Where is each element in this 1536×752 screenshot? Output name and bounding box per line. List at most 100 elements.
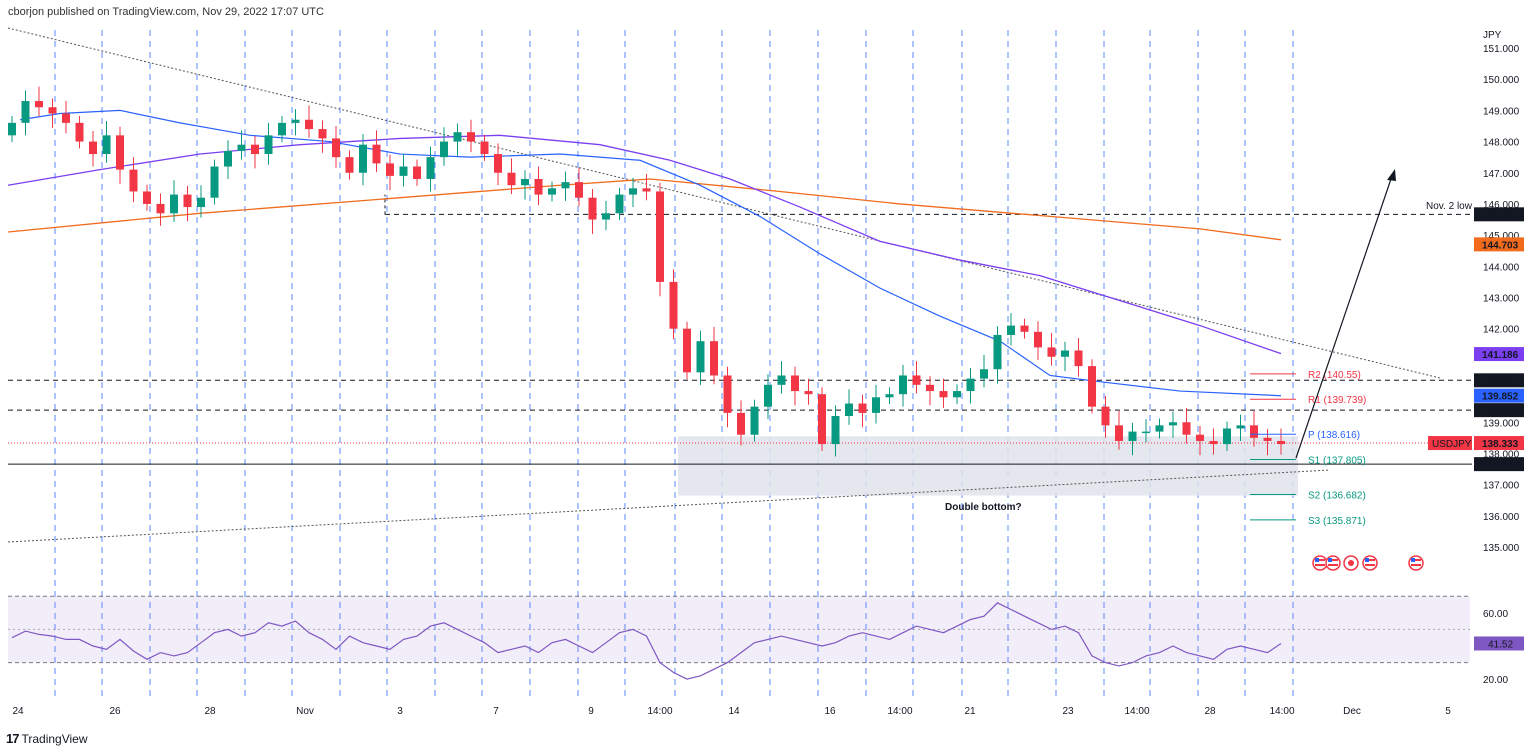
flag-canton: [1411, 558, 1415, 562]
rsi-panel: 60.00 20.00 41.52: [8, 595, 1524, 686]
candle-body: [696, 341, 705, 373]
candle: [858, 394, 867, 428]
uptrend-line: [7, 469, 1331, 543]
vertical-grid: [54, 30, 1294, 700]
candle: [75, 115, 84, 149]
candle-body: [1182, 422, 1191, 435]
candle-body: [1209, 440, 1218, 445]
price-tick: 150.000: [1483, 75, 1520, 86]
candle-body: [1223, 428, 1231, 445]
candle-body: [548, 188, 556, 195]
us-flag-icon: [1362, 555, 1378, 571]
price-tick: 145.000: [1483, 231, 1520, 242]
candle: [575, 167, 583, 207]
candle: [899, 364, 907, 407]
candle: [1128, 422, 1137, 456]
candle: [1263, 429, 1272, 456]
arrow-head-icon: [1387, 169, 1396, 181]
price-tick: 137.000: [1483, 481, 1520, 492]
candle: [912, 361, 921, 394]
publisher-header: cborjon published on TradingView.com, No…: [8, 6, 324, 18]
flag-stripe: [1315, 559, 1325, 561]
candle-body: [170, 194, 178, 214]
price-tick: 139.000: [1483, 418, 1520, 429]
candle: [629, 177, 637, 208]
time-tick: Dec: [1343, 706, 1361, 717]
candle: [845, 389, 853, 425]
candle: [1277, 428, 1285, 455]
candle-body: [980, 369, 988, 379]
candle: [777, 361, 786, 394]
candle-body: [89, 141, 97, 155]
price-tick: 135.000: [1483, 543, 1520, 554]
candle-body: [399, 166, 408, 176]
candle-body: [1250, 425, 1258, 438]
candle-body: [926, 384, 934, 392]
candle: [48, 98, 57, 128]
price-axis: 151.000 150.000 149.000 148.000 147.000 146.0…: [1483, 44, 1520, 554]
price-marker-label: 145.667: [1482, 210, 1519, 221]
candle-body: [507, 172, 516, 186]
time-axis: 24 26 28 Nov 3 7 9 14:00 14 16 14:00 21 23 14:00 28 14:…: [12, 706, 1451, 717]
downtrend-line: [7, 27, 1441, 379]
candle: [723, 366, 732, 428]
price-marker-bg: [1474, 403, 1524, 418]
candle: [264, 122, 273, 165]
candle: [521, 170, 529, 200]
candle: [467, 119, 475, 153]
candle-body: [521, 178, 529, 186]
time-tick: 7: [493, 706, 499, 717]
candle: [1047, 333, 1056, 366]
candle: [1196, 425, 1204, 456]
candle-body: [912, 375, 921, 385]
price-marker-label: 141.186: [1482, 350, 1519, 361]
flag-stripe: [1411, 559, 1421, 561]
candle: [683, 321, 691, 380]
candle-body: [885, 394, 894, 398]
time-tick: 9: [588, 706, 594, 717]
candle-body: [656, 191, 664, 282]
currency-label: JPY: [1483, 30, 1502, 41]
candle-body: [845, 403, 853, 417]
candle: [1155, 418, 1164, 439]
candle-body: [872, 397, 880, 413]
candle: [291, 109, 300, 136]
candle: [1209, 428, 1218, 455]
price-marker-label: 140.345: [1482, 376, 1519, 387]
candle-body: [251, 144, 259, 155]
us-flag-icon: [1325, 555, 1341, 571]
candle-body: [764, 384, 772, 407]
candle-body: [602, 213, 610, 220]
time-tick: 21: [964, 706, 976, 717]
candle-body: [1115, 425, 1123, 441]
pivot-label: P (138.616): [1308, 430, 1360, 441]
price-tick: 142.000: [1483, 325, 1520, 336]
rsi-value-label: 41.52: [1488, 639, 1513, 650]
candle: [939, 378, 948, 408]
candle-body: [224, 150, 232, 167]
time-tick: 14:00: [1269, 706, 1294, 717]
flag-canton: [1328, 558, 1332, 562]
candle: [251, 135, 259, 169]
time-tick: 26: [109, 706, 121, 717]
candle-body: [372, 144, 381, 164]
candle: [1182, 407, 1191, 444]
ma-50-line: [19, 109, 1282, 397]
candle: [750, 399, 759, 442]
candle: [602, 200, 610, 231]
candle: [818, 387, 826, 451]
candle-body: [1169, 422, 1177, 426]
candle-body: [1196, 434, 1204, 441]
candle-body: [1047, 347, 1056, 357]
candle: [1007, 313, 1015, 346]
candle-body: [1074, 350, 1083, 367]
tradingview-footer[interactable]: 17 TradingView: [6, 731, 88, 746]
tradingview-logo-icon: 17: [6, 731, 20, 746]
candle-body: [669, 281, 678, 329]
candle-body: [588, 197, 597, 220]
flag-dot: [1348, 560, 1354, 566]
candle: [642, 173, 651, 201]
candle: [885, 387, 894, 405]
time-tick: Nov: [296, 706, 314, 717]
